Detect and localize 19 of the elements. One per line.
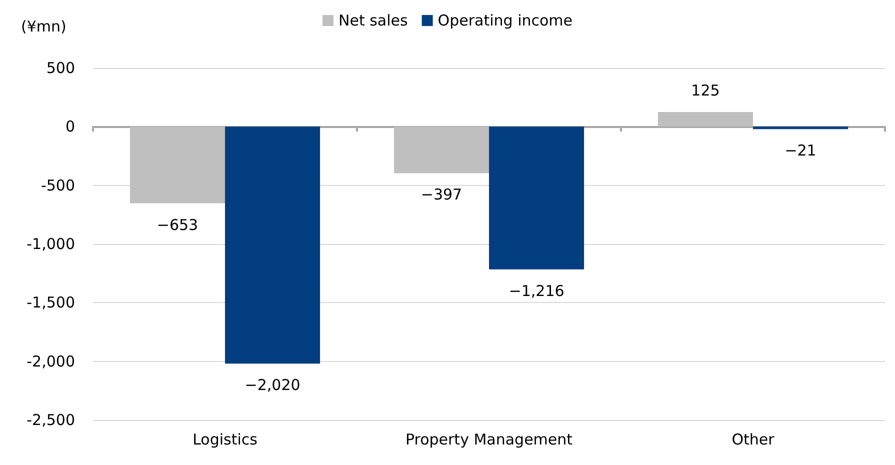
data-label: −1,216 — [508, 282, 564, 300]
x-tick-label: Other — [732, 430, 776, 448]
legend-label: Operating income — [438, 12, 573, 30]
legend-label: Net sales — [338, 12, 408, 30]
data-label: 125 — [691, 82, 720, 100]
x-tick-label: Logistics — [192, 430, 258, 448]
data-label: −2,020 — [244, 376, 300, 394]
y-tick-label: 0 — [65, 118, 75, 136]
y-tick-label: -1,500 — [26, 294, 75, 312]
y-tick-label: -2,000 — [26, 352, 75, 370]
data-label: −397 — [420, 186, 462, 204]
data-label: −21 — [784, 142, 816, 160]
data-label: −653 — [156, 216, 198, 234]
y-tick-label: -2,500 — [26, 411, 75, 429]
y-tick-label: -500 — [40, 176, 75, 194]
y-tick-label: 500 — [46, 59, 75, 77]
y-axis-title: (¥mn) — [21, 18, 66, 36]
x-tick-label: Property Management — [405, 430, 573, 448]
y-tick-label: -1,000 — [26, 235, 75, 253]
